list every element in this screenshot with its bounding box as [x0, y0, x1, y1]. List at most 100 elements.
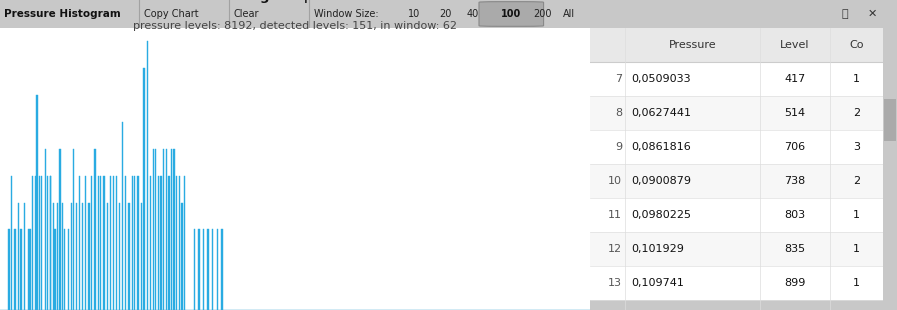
Text: 1: 1: [853, 278, 860, 288]
Bar: [884, 99, 895, 141]
Bar: [137, 176, 139, 310]
Bar: [590, 62, 883, 96]
Bar: [18, 202, 19, 310]
Bar: [103, 176, 105, 310]
Bar: [212, 229, 213, 310]
Bar: [158, 176, 159, 310]
Bar: [62, 202, 64, 310]
Bar: [98, 176, 99, 310]
Bar: [37, 95, 38, 310]
Bar: [82, 202, 83, 310]
Bar: [128, 202, 129, 310]
Bar: [194, 229, 196, 310]
Bar: [68, 229, 69, 310]
Text: 12: 12: [608, 244, 623, 254]
Text: 0,101929: 0,101929: [631, 244, 684, 254]
Bar: [94, 149, 96, 310]
Bar: [198, 229, 200, 310]
Text: 835: 835: [785, 244, 806, 254]
Bar: [50, 176, 51, 310]
Bar: [76, 202, 77, 310]
Bar: [107, 202, 108, 310]
Bar: [55, 229, 56, 310]
Text: All: All: [563, 9, 576, 19]
Bar: [49, 176, 51, 310]
Text: 2: 2: [853, 176, 860, 186]
Bar: [179, 176, 180, 310]
Bar: [203, 229, 205, 310]
Bar: [150, 176, 152, 310]
Bar: [79, 176, 80, 310]
Bar: [169, 176, 170, 310]
Bar: [173, 149, 175, 310]
Text: 803: 803: [785, 210, 806, 220]
Bar: [590, 96, 883, 130]
Bar: [590, 130, 883, 164]
Bar: [116, 176, 118, 310]
Text: 1: 1: [853, 244, 860, 254]
Bar: [590, 28, 883, 62]
Bar: [110, 176, 111, 310]
Text: 0,0861816: 0,0861816: [631, 142, 691, 152]
Text: 9: 9: [615, 142, 623, 152]
Text: 3: 3: [853, 142, 860, 152]
Text: Pressure Histogram: Pressure Histogram: [4, 9, 121, 19]
Bar: [8, 229, 10, 310]
Text: 417: 417: [785, 74, 806, 84]
Bar: [28, 229, 30, 310]
Bar: [59, 149, 61, 310]
Bar: [132, 176, 133, 310]
Text: 100: 100: [501, 9, 521, 19]
Bar: [91, 176, 92, 310]
Bar: [41, 176, 42, 310]
Text: 0,0509033: 0,0509033: [631, 74, 691, 84]
Text: 1: 1: [853, 210, 860, 220]
Text: 200: 200: [534, 9, 553, 19]
Text: pressure levels: 8192, detected levels: 151, in window: 62: pressure levels: 8192, detected levels: …: [133, 21, 457, 31]
Text: 1: 1: [853, 74, 860, 84]
Bar: [119, 202, 120, 310]
Bar: [35, 176, 36, 310]
Text: Clear: Clear: [233, 9, 258, 19]
Text: Window Size:: Window Size:: [314, 9, 379, 19]
Text: Pressure: Pressure: [669, 40, 717, 50]
Bar: [11, 176, 13, 310]
Bar: [147, 42, 148, 310]
Bar: [32, 176, 33, 310]
Text: 0,0980225: 0,0980225: [631, 210, 691, 220]
Text: 2: 2: [853, 108, 860, 118]
Text: ✕: ✕: [867, 9, 876, 19]
Bar: [170, 149, 172, 310]
Bar: [122, 122, 123, 310]
Bar: [71, 202, 72, 310]
Text: Co: Co: [849, 40, 864, 50]
Bar: [89, 202, 90, 310]
Bar: [100, 176, 101, 310]
Text: 10: 10: [608, 176, 623, 186]
Bar: [590, 198, 883, 232]
Bar: [112, 176, 114, 310]
Bar: [45, 149, 46, 310]
Text: 0,0900879: 0,0900879: [631, 176, 691, 186]
Bar: [155, 149, 156, 310]
Bar: [184, 176, 186, 310]
Bar: [590, 164, 883, 198]
Bar: [57, 202, 58, 310]
Bar: [181, 202, 183, 310]
Text: 899: 899: [784, 278, 806, 288]
Bar: [217, 229, 218, 310]
FancyBboxPatch shape: [479, 2, 544, 26]
Text: 738: 738: [785, 176, 806, 186]
Bar: [141, 202, 142, 310]
Bar: [166, 149, 167, 310]
Bar: [64, 229, 65, 310]
Text: 🗗: 🗗: [841, 9, 849, 19]
Bar: [590, 266, 883, 300]
Text: 0,109741: 0,109741: [631, 278, 684, 288]
Bar: [176, 176, 178, 310]
Bar: [24, 202, 25, 310]
Bar: [53, 202, 54, 310]
Text: Level: Level: [780, 40, 810, 50]
Bar: [152, 149, 154, 310]
Text: 7: 7: [615, 74, 623, 84]
